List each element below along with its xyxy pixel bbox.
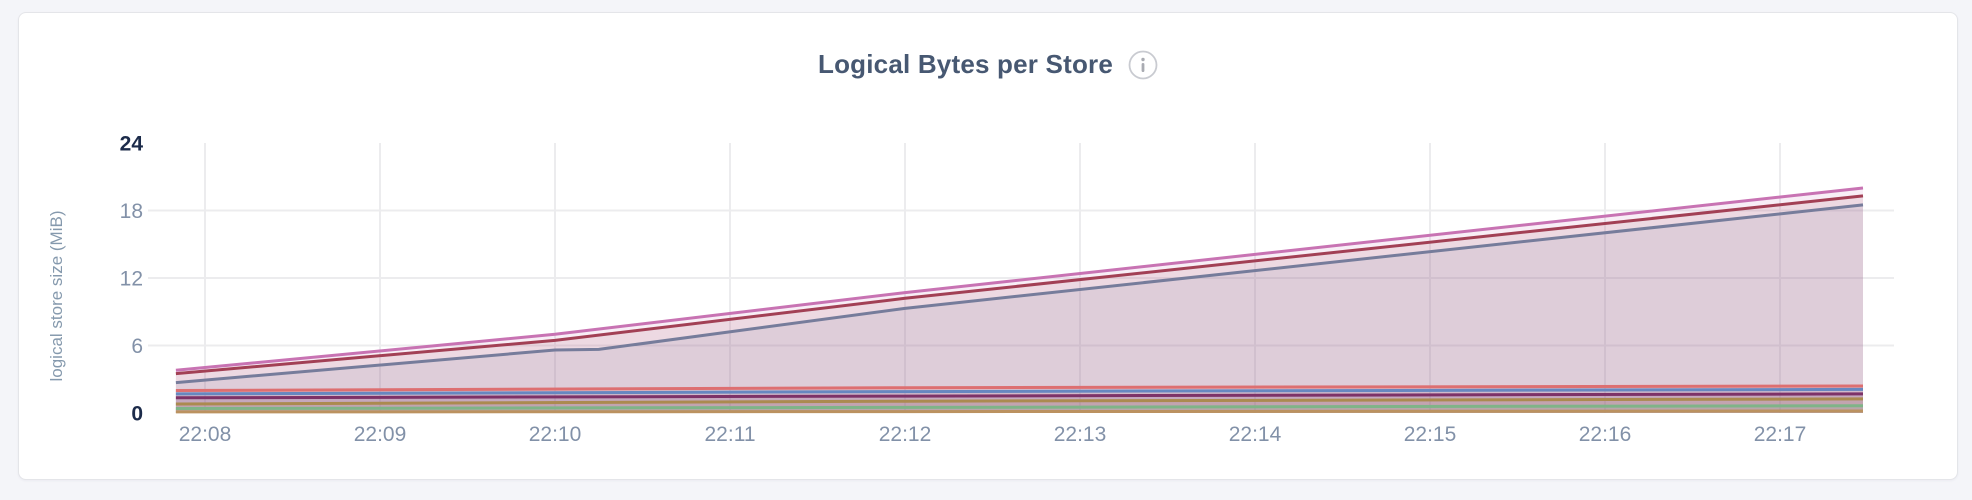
series-area: [175, 188, 1863, 413]
series-line: [175, 392, 1864, 400]
series-area: [175, 204, 1863, 413]
y-axis-title: logical store size (MiB): [47, 211, 66, 382]
y-tick-label: 18: [120, 200, 143, 223]
axis-labels: 24 18 12 6 0 22:08 22:09 22:10 22:11 22:12 22:13 22…: [120, 132, 1807, 446]
x-tick-label: 22:13: [1054, 423, 1107, 446]
series-line: [175, 186, 1864, 372]
series-line: [175, 384, 1864, 392]
series-lines: [175, 186, 1864, 414]
series-line: [175, 387, 1864, 396]
x-tick-label: 22:09: [354, 423, 407, 446]
x-tick-label: 22:11: [705, 423, 756, 446]
gridlines: [148, 143, 1894, 413]
series-line: [175, 203, 1864, 385]
x-tick-label: 22:15: [1404, 423, 1457, 446]
x-tick-label: 22:17: [1754, 423, 1807, 446]
series-line: [175, 397, 1864, 406]
x-tick-label: 22:08: [179, 423, 232, 446]
y-tick-label: 6: [131, 335, 143, 358]
x-tick-label: 22:10: [529, 423, 582, 446]
y-tick-label: 12: [120, 267, 143, 290]
chart-title: Logical Bytes per Store: [817, 49, 1114, 79]
x-tick-label: 22:12: [879, 423, 932, 446]
x-tick-label: 22:14: [1229, 423, 1282, 446]
chart-plot-area[interactable]: [148, 143, 1894, 413]
series-line: [175, 404, 1864, 410]
y-tick-label: 0: [131, 402, 143, 425]
chart-header: Logical Bytes per Store: [19, 49, 1957, 80]
series-line: [175, 409, 1864, 414]
x-tick-label: 22:16: [1579, 423, 1632, 446]
y-tick-label: 24: [120, 132, 144, 155]
info-icon[interactable]: [1128, 50, 1158, 80]
series-line: [175, 194, 1864, 376]
